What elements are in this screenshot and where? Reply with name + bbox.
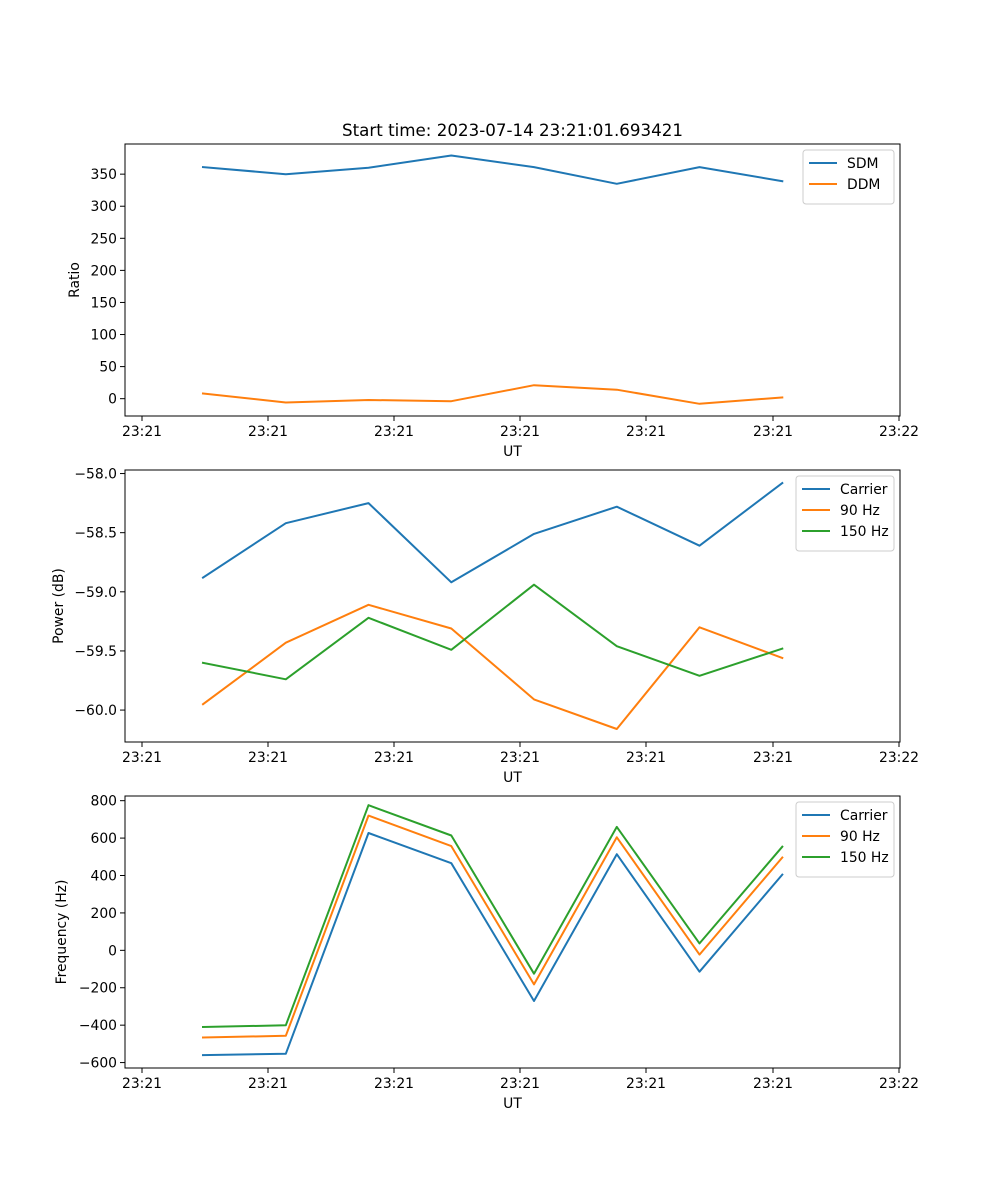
legend-label: 90 Hz (840, 503, 880, 519)
series-line-ddm (201, 384, 784, 405)
x-tick-label: 23:21 (374, 424, 414, 440)
x-tick-label: 23:21 (500, 1076, 540, 1092)
x-tick-label: 23:21 (122, 424, 162, 440)
axes-frame (124, 143, 901, 417)
legend-label: Carrier (840, 808, 888, 824)
panels: 23:21 23:21 23:21 23:21 23:21 23:21 23:22 0 50 10… (51, 143, 919, 1112)
x-tick-label: 23:21 (122, 750, 162, 766)
y-tick-label: −58.5 (74, 526, 117, 542)
y-tick-label: −60.0 (74, 703, 117, 719)
legend-box (795, 475, 895, 552)
y-tick-label: −200 (79, 981, 117, 997)
x-tick-label: 23:21 (248, 424, 288, 440)
figure-title: Start time: 2023-07-14 23:21:01.693421 (342, 120, 683, 140)
chart-panel-2: 23:21 23:21 23:21 23:21 23:21 23:21 23:22 −60.0… (51, 467, 919, 786)
chart-panel-1: 23:21 23:21 23:21 23:21 23:21 23:21 23:22 0 50 10… (67, 143, 919, 460)
y-tick-label: −59.0 (74, 585, 117, 601)
legend: Carrier 90 Hz 150 Hz (795, 801, 895, 878)
y-tick-label: 350 (90, 167, 117, 183)
y-tick-label: 800 (90, 794, 117, 810)
x-tick-label: 23:21 (626, 750, 666, 766)
x-tick-label: 23:22 (879, 1076, 919, 1092)
x-tick-label: 23:22 (879, 750, 919, 766)
x-tick-label: 23:21 (500, 424, 540, 440)
x-axis-label: UT (503, 770, 522, 786)
series-line-90-hz (201, 603, 784, 730)
x-tick-label: 23:22 (879, 424, 919, 440)
series-line-150-hz (201, 583, 784, 681)
y-tick-label: 600 (90, 831, 117, 847)
x-tick-label: 23:21 (122, 1076, 162, 1092)
chart-panel-3: 23:21 23:21 23:21 23:21 23:21 23:21 23:22 −600 −… (54, 794, 919, 1112)
y-tick-label: −400 (79, 1018, 117, 1034)
x-tick-label: 23:21 (753, 1076, 793, 1092)
y-tick-label: 200 (90, 263, 117, 279)
axes-frame (124, 469, 901, 743)
x-axis-label: UT (503, 1096, 522, 1112)
legend-box (795, 801, 895, 878)
y-tick-label: 100 (90, 328, 117, 344)
axes-frame (124, 795, 901, 1069)
legend-label: Carrier (840, 482, 888, 498)
y-tick-label: −58.0 (74, 467, 117, 483)
x-tick-label: 23:21 (374, 1076, 414, 1092)
series-line-sdm (201, 154, 784, 185)
y-axis-label: Power (dB) (51, 568, 67, 644)
y-tick-label: 300 (90, 199, 117, 215)
legend-label: 150 Hz (840, 850, 889, 866)
y-tick-label: −600 (79, 1056, 117, 1072)
y-tick-label: 400 (90, 869, 117, 885)
y-tick-label: 200 (90, 906, 117, 922)
series-line-carrier (201, 481, 784, 584)
x-tick-label: 23:21 (374, 750, 414, 766)
series-line-90-hz (201, 814, 784, 1039)
series-line-carrier (201, 832, 784, 1057)
x-axis-label: UT (503, 444, 522, 460)
y-tick-label: 250 (90, 231, 117, 247)
legend-label: DDM (847, 177, 880, 193)
x-tick-label: 23:21 (753, 424, 793, 440)
x-tick-label: 23:21 (248, 750, 288, 766)
y-tick-label: 50 (99, 360, 117, 376)
y-tick-label: 0 (108, 943, 117, 959)
x-tick-label: 23:21 (753, 750, 793, 766)
legend: Carrier 90 Hz 150 Hz (795, 475, 895, 552)
legend-label: 90 Hz (840, 829, 880, 845)
x-tick-label: 23:21 (626, 424, 666, 440)
x-tick-label: 23:21 (248, 1076, 288, 1092)
series-line-150-hz (201, 804, 784, 1029)
legend-label: SDM (847, 156, 879, 172)
y-axis-label: Frequency (Hz) (54, 880, 70, 985)
legend: SDM DDM (802, 149, 895, 205)
x-tick-label: 23:21 (626, 1076, 666, 1092)
legend-label: 150 Hz (840, 524, 889, 540)
y-tick-label: −59.5 (74, 644, 117, 660)
x-tick-label: 23:21 (500, 750, 540, 766)
y-axis-label: Ratio (67, 262, 83, 298)
y-tick-label: 0 (108, 392, 117, 408)
y-tick-label: 150 (90, 295, 117, 311)
